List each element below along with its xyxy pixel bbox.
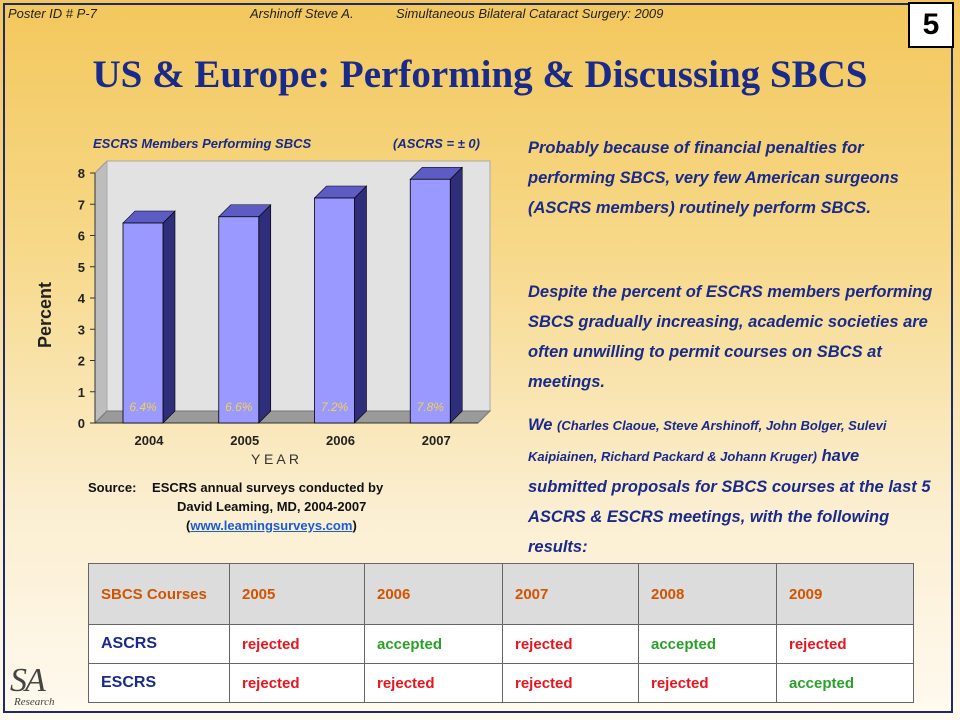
table-header-year: 2009 [776, 563, 914, 625]
table-row-label: ASCRS [88, 624, 230, 664]
table-cell: rejected [502, 624, 639, 664]
slide-title: US & Europe: Performing & Discussing SBC… [92, 53, 868, 96]
author-name: Arshinoff Steve A. [250, 6, 354, 21]
bar-data-label: 6.6% [225, 400, 253, 414]
source-paren-close: ) [352, 518, 357, 533]
table-cell: rejected [502, 663, 639, 703]
y-tick-label: 5 [78, 260, 85, 275]
table-header-label: SBCS Courses [88, 563, 230, 625]
bar-side [449, 166, 463, 424]
source-line-1: ESCRS annual surveys conducted by [152, 480, 384, 495]
table-header-year: 2007 [502, 563, 639, 625]
y-tick-label: 6 [78, 229, 85, 244]
table-header-year: 2008 [638, 563, 777, 625]
x-axis-ticks: 2004 2005 2006 2007 [135, 433, 451, 448]
table-row: ESCRS rejected rejected rejected rejecte… [88, 663, 914, 703]
bar [218, 216, 260, 424]
paragraph-3: We (Charles Claoue, Steve Arshinoff, Joh… [528, 410, 938, 562]
bar-data-label: 7.8% [417, 400, 445, 414]
bar-data-label: 7.2% [321, 400, 349, 414]
x-tick-label: 2007 [422, 433, 451, 448]
paragraph-3-rest: have submitted proposals for SBCS course… [528, 447, 931, 556]
table-header-row: SBCS Courses 2005 2006 2007 2008 2009 [88, 563, 914, 625]
paragraph-3-names: (Charles Claoue, Steve Arshinoff, John B… [528, 418, 887, 464]
y-tick-label: 8 [78, 166, 85, 181]
bar-side [162, 210, 176, 424]
table-header-year: 2006 [364, 563, 503, 625]
x-tick-label: 2006 [326, 433, 355, 448]
chart-title: ESCRS Members Performing SBCS [93, 136, 312, 151]
table-cell: rejected [638, 663, 777, 703]
poster-id: Poster ID # P-7 [8, 6, 97, 21]
y-tick-label: 1 [78, 385, 85, 400]
y-axis-ticks: 0 1 2 3 4 5 6 7 8 [78, 166, 95, 431]
source-line-3: (www.leamingsurveys.com) [186, 518, 357, 533]
x-axis-label: Y E A R [251, 451, 299, 467]
source-label: Source: [88, 480, 137, 495]
logo-text: Research [14, 696, 55, 708]
table-cell: rejected [364, 663, 503, 703]
x-tick-label: 2005 [230, 433, 259, 448]
slide-frame [3, 3, 953, 713]
y-tick-label: 0 [78, 416, 85, 431]
paragraph-3-we: We [528, 416, 553, 434]
y-tick-label: 7 [78, 197, 85, 212]
table-cell: rejected [229, 624, 365, 664]
chart-wall-left [94, 159, 108, 425]
table-header-year: 2005 [229, 563, 365, 625]
bar [314, 197, 355, 424]
source-paren-open: ( [186, 518, 191, 533]
y-tick-label: 4 [78, 291, 86, 306]
source-line-2: David Leaming, MD, 2004-2007 [177, 499, 367, 514]
table-cell: accepted [638, 624, 777, 664]
poster-subject: Simultaneous Bilateral Cataract Surgery:… [396, 6, 664, 21]
bar [122, 222, 164, 424]
results-table: SBCS Courses 2005 2006 2007 2008 2009 AS… [88, 563, 914, 703]
sa-research-logo: SA Research [10, 662, 55, 708]
table-cell: rejected [776, 624, 914, 664]
bar-data-label: 6.4% [129, 400, 157, 414]
table-row: ASCRS rejected accepted rejected accepte… [88, 624, 914, 664]
table-cell: rejected [229, 663, 365, 703]
y-tick-label: 3 [78, 322, 85, 337]
chart-bars: 6.4% 6.6% 7.2% 7.8% [122, 166, 463, 424]
chart-subtitle: (ASCRS = ± 0) [393, 136, 480, 151]
table-cell: accepted [776, 663, 914, 703]
table-row-label: ESCRS [88, 663, 230, 703]
bar-side [258, 204, 272, 424]
paragraph-1: Probably because of financial penalties … [528, 139, 899, 217]
logo-mark: SA [10, 662, 46, 699]
source-link[interactable]: www.leamingsurveys.com [190, 518, 353, 533]
y-tick-label: 2 [78, 354, 85, 369]
x-tick-label: 2004 [135, 433, 165, 448]
y-axis-label: Percent [35, 282, 55, 348]
bar [409, 178, 451, 424]
paragraph-2: Despite the percent of ESCRS members per… [528, 283, 933, 391]
chart-source: Source: ESCRS annual surveys conducted b… [88, 480, 384, 533]
bar-side [354, 185, 367, 424]
table-cell: accepted [364, 624, 503, 664]
slide-number-badge: 5 [908, 2, 954, 48]
